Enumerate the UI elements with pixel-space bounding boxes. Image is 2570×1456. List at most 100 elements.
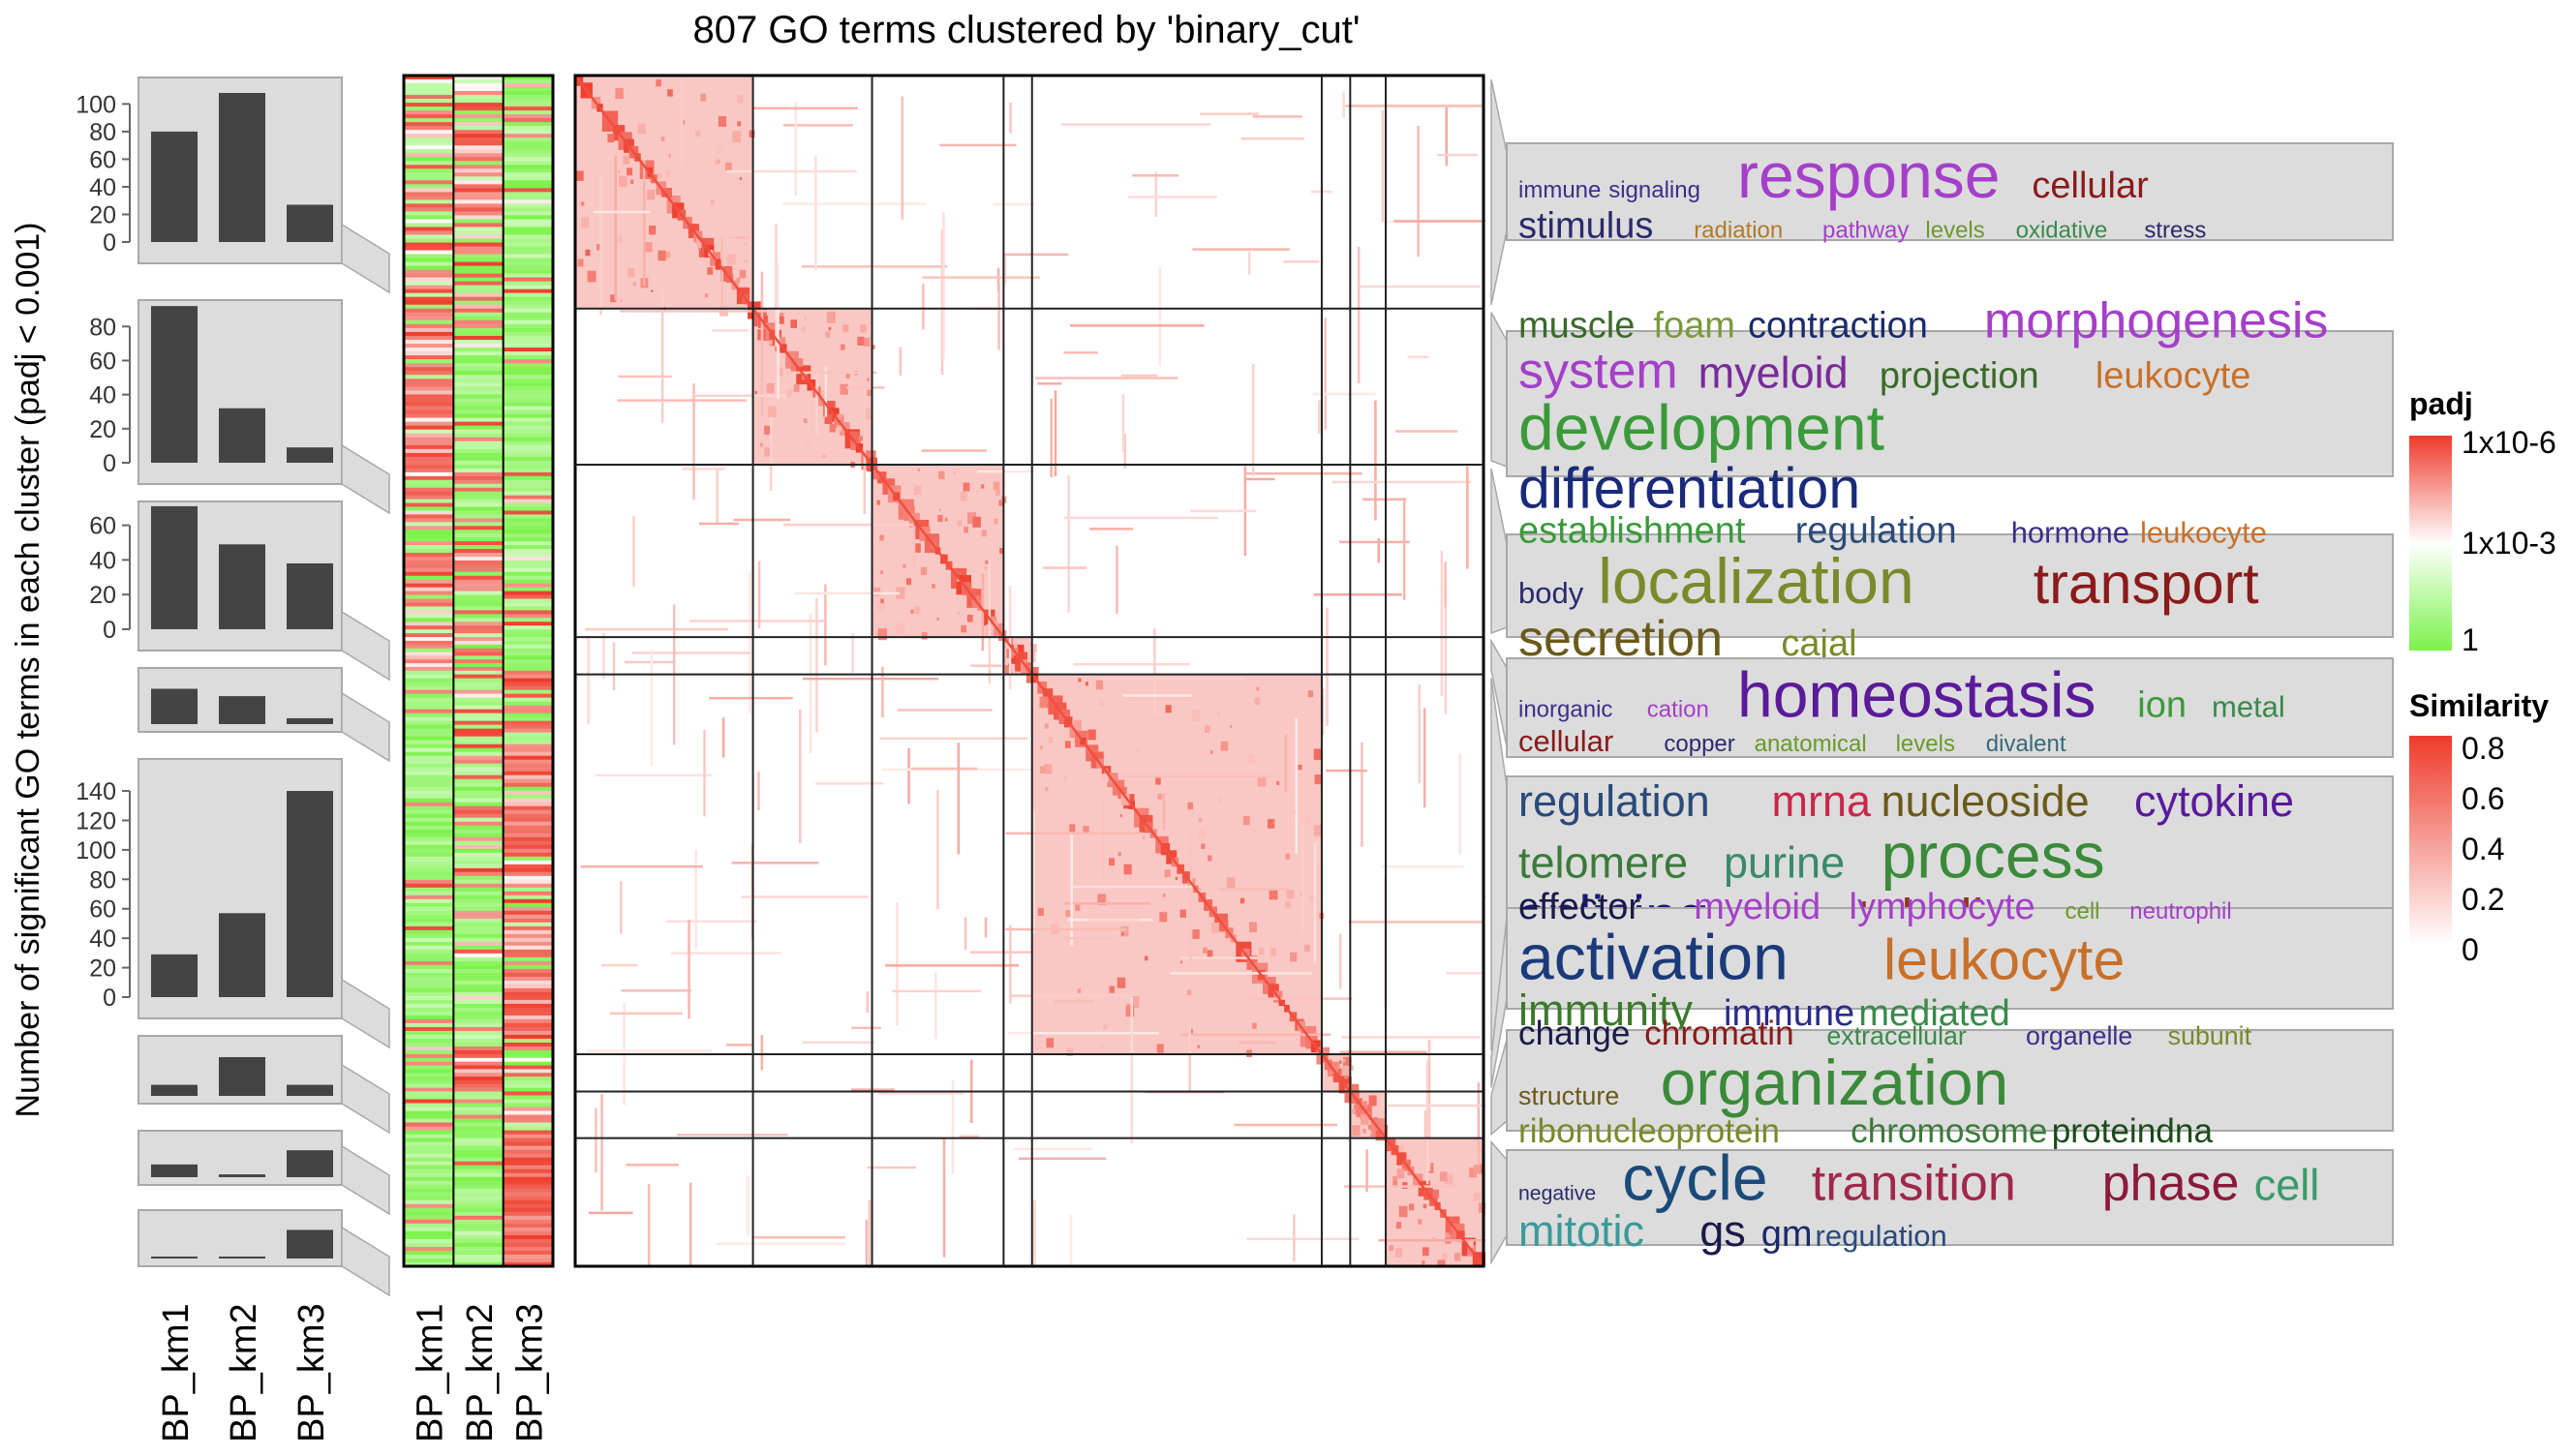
padj-cell — [453, 984, 505, 989]
padj-cell — [404, 655, 454, 660]
similarity-heatmap — [574, 75, 1485, 1266]
padj-cell — [453, 394, 505, 400]
similarity-streak — [1313, 842, 1317, 964]
similarity-cell — [1356, 1106, 1365, 1118]
padj-cell — [404, 1011, 454, 1016]
padj-cell — [453, 468, 505, 473]
similarity-streak — [940, 228, 944, 376]
similarity-cell — [905, 578, 912, 586]
padj-cell — [404, 1046, 454, 1051]
padj-cell — [453, 786, 505, 792]
similarity-cell — [658, 172, 662, 179]
padj-cell — [453, 949, 505, 955]
similarity-cell — [1349, 1065, 1354, 1071]
similarity-cell — [1370, 1131, 1372, 1135]
similarity-streak — [863, 381, 867, 515]
similarity-streak — [1097, 677, 1244, 681]
similarity-cell — [1336, 1063, 1340, 1068]
similarity-cell — [615, 88, 624, 100]
padj-cell — [404, 1180, 454, 1186]
similarity-streak — [1069, 1215, 1073, 1266]
similarity-streak — [1378, 1238, 1485, 1242]
bar-connector — [341, 1144, 390, 1216]
similarity-streak — [1466, 466, 1469, 569]
padj-cell — [453, 587, 505, 592]
padj-cell — [503, 440, 554, 446]
padj-cell — [453, 1099, 505, 1105]
similarity-diagonal — [574, 75, 1484, 1266]
padj-cell — [404, 1234, 454, 1240]
padj-cell — [404, 518, 454, 523]
similarity-cell — [1442, 1253, 1448, 1259]
similarity-cell — [1026, 661, 1031, 667]
similarity-streak — [997, 283, 1000, 350]
bar-connector — [341, 610, 390, 682]
padj-cell — [503, 471, 554, 477]
padj-cell — [404, 984, 454, 989]
padj-cell — [503, 1234, 554, 1240]
similarity-streak — [1326, 607, 1329, 726]
similarity-cell — [1103, 1024, 1108, 1030]
similarity-streak — [770, 417, 773, 492]
padj-cell — [404, 184, 454, 189]
similarity-streak — [1417, 125, 1420, 258]
padj-cell — [404, 510, 454, 516]
similarity-cell — [1065, 910, 1071, 917]
padj-cell — [404, 1242, 454, 1248]
padj-cell — [453, 269, 505, 275]
padj-cell — [503, 103, 554, 107]
similarity-cell — [698, 246, 702, 251]
similarity-streak — [1189, 831, 1193, 968]
similarity-streak — [677, 1133, 788, 1137]
padj-cell — [404, 452, 454, 458]
padj-cell — [404, 949, 454, 955]
padj-cell — [503, 300, 554, 306]
similarity-cell — [920, 566, 928, 576]
similarity-streak — [599, 175, 602, 316]
padj-cell — [404, 491, 454, 497]
similarity-cell — [1123, 864, 1132, 875]
padj-cell — [404, 829, 454, 834]
padj-cell — [453, 556, 505, 561]
keyword-regulation: regulation — [1816, 1219, 1947, 1253]
padj-cell — [453, 821, 505, 827]
padj-cell — [453, 709, 505, 714]
keyword-hormone: hormone — [2011, 515, 2129, 549]
similarity-cell — [804, 318, 807, 320]
padj-cell — [503, 398, 554, 404]
similarity-streak — [731, 862, 819, 864]
similarity-cell — [826, 311, 836, 323]
padj-cell — [453, 575, 505, 581]
padj-cell — [404, 464, 454, 470]
padj-cell — [404, 522, 454, 527]
padj-cell — [404, 871, 454, 877]
similarity-cell — [994, 489, 1001, 497]
padj-cell — [404, 1057, 454, 1063]
padj-cell — [503, 413, 554, 419]
padj-cell — [503, 610, 554, 615]
padj-cell — [503, 790, 554, 796]
similarity-streak — [1180, 956, 1259, 959]
similarity-cell — [1004, 665, 1012, 674]
keyword-chromosome: chromosome — [1851, 1112, 2047, 1150]
padj-cell — [453, 429, 505, 435]
padj-cell — [404, 1199, 454, 1205]
padj-cell — [453, 1015, 505, 1020]
bar-cluster2-BP_km2 — [219, 408, 265, 463]
padj-cell — [404, 355, 454, 360]
padj-cell — [404, 153, 454, 158]
padj-cell — [503, 856, 554, 862]
similarity-cell — [681, 120, 686, 125]
padj-cell — [404, 610, 454, 615]
keyword-radiation: radiation — [1694, 217, 1783, 243]
padj-cell — [404, 292, 454, 298]
padj-cell — [404, 867, 454, 873]
padj-cell — [503, 1180, 554, 1186]
similarity-streak — [1377, 537, 1381, 563]
padj-cell — [503, 541, 554, 546]
padj-cell — [453, 1007, 505, 1013]
padj-cell — [404, 471, 454, 477]
padj-cell — [404, 1087, 454, 1093]
padj-cell — [453, 316, 505, 321]
padj-cell — [453, 545, 505, 550]
